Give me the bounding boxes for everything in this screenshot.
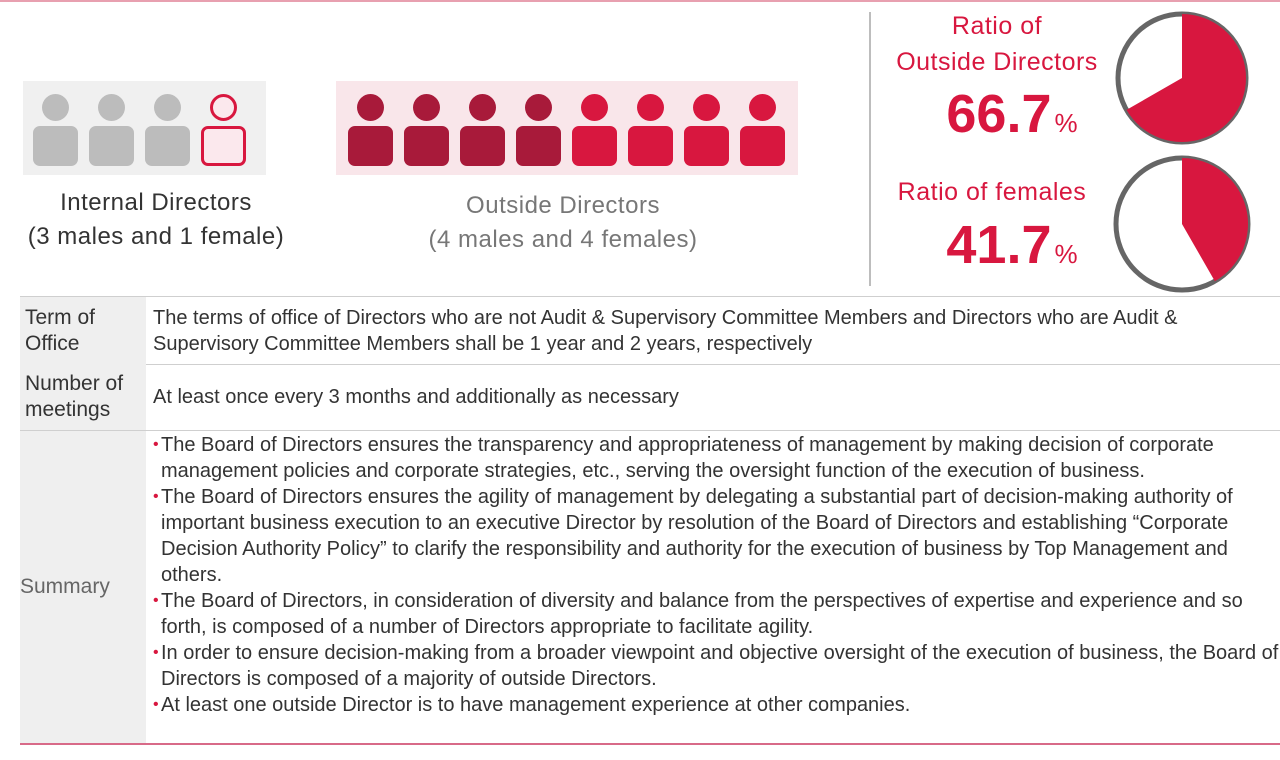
female-ratio-number: 41.7 — [946, 215, 1052, 275]
list-item: • The Board of Directors ensures the agil… — [153, 484, 1280, 588]
female-person-icon — [628, 88, 673, 168]
list-item: • In order to ensure decision-making from… — [153, 640, 1280, 692]
outside-ratio-unit: % — [1054, 108, 1078, 138]
female-ratio-unit: % — [1054, 239, 1078, 269]
outside-ratio-label: Ratio of Outside Directors — [880, 8, 1114, 80]
table-row-meetings: Number of meetings At least once every 3… — [20, 364, 1280, 431]
internal-caption-line2: (3 males and 1 female) — [27, 223, 285, 250]
outside-ratio-label-line1: Ratio of — [951, 12, 1043, 40]
list-item-text: At least one outside Director is to have… — [161, 694, 911, 716]
male-person-icon — [460, 88, 505, 168]
pie-slice — [1182, 158, 1249, 282]
row-header: Summary — [20, 431, 146, 743]
row-header: Number of meetings — [20, 364, 146, 430]
outside-ratio-value: 66.7% — [880, 84, 1144, 144]
list-item: • At least one outside Director is to hav… — [153, 692, 1280, 718]
top-rule — [0, 0, 1280, 2]
male-person-icon — [348, 88, 393, 168]
female-ratio-value: 41.7% — [880, 215, 1144, 275]
term-head-line1: Term of — [25, 305, 96, 329]
female-person-icon — [684, 88, 729, 168]
outside-ratio-number: 66.7 — [946, 84, 1052, 144]
term-text-line2: Supervisory Committee Members shall be 1… — [153, 332, 813, 355]
internal-directors-caption: Internal Directors (3 males and 1 female… — [0, 186, 312, 254]
board-info-table: Term of Office The terms of office of Di… — [20, 296, 1280, 745]
male-person-icon — [89, 88, 134, 168]
list-item-text: The Board of Directors ensures the agili… — [161, 486, 1233, 586]
meetings-head-line2: meetings — [25, 398, 111, 421]
outside-ratio-pie — [1115, 11, 1249, 145]
meetings-text: At least once every 3 months and additio… — [153, 386, 679, 408]
bullet-icon: • — [153, 696, 159, 713]
male-person-icon — [516, 88, 561, 168]
bullet-icon: • — [153, 592, 159, 609]
row-content: The terms of office of Directors who are… — [153, 297, 1280, 364]
outside-ratio-label-line2: Outside Directors — [896, 48, 1098, 76]
table-row-summary: Summary • The Board of Directors ensures … — [20, 431, 1280, 745]
row-header: Term of Office — [20, 297, 146, 364]
outside-directors-caption: Outside Directors (4 males and 4 females… — [392, 189, 734, 257]
internal-directors-pictogram — [23, 81, 266, 175]
term-head-line2: Office — [25, 331, 80, 355]
meetings-head-line1: Number of — [25, 372, 124, 395]
internal-caption-line1: Internal Directors — [60, 189, 252, 216]
female-person-icon — [572, 88, 617, 168]
outside-directors-pictogram — [336, 81, 798, 175]
bullet-icon: • — [153, 644, 159, 661]
pie-slice — [1126, 14, 1247, 142]
row-content: • The Board of Directors ensures the tran… — [153, 431, 1280, 743]
female-person-icon — [201, 88, 246, 168]
male-person-icon — [33, 88, 78, 168]
male-person-icon — [404, 88, 449, 168]
row-content: At least once every 3 months and additio… — [153, 364, 1280, 430]
term-text-line1: The terms of office of Directors who are… — [153, 306, 1178, 329]
list-item-text: In order to ensure decision-making from … — [161, 642, 1279, 690]
female-ratio-label: Ratio of females — [897, 178, 1087, 206]
summary-list: • The Board of Directors ensures the tran… — [153, 432, 1280, 718]
bullet-icon: • — [153, 436, 159, 453]
summary-head: Summary — [20, 575, 110, 598]
list-item: • The Board of Directors, in consideratio… — [153, 588, 1280, 640]
list-item-text: The Board of Directors ensures the trans… — [161, 434, 1214, 482]
list-item-text: The Board of Directors, in consideration… — [161, 590, 1243, 638]
vertical-divider — [869, 12, 871, 286]
table-row-term-of-office: Term of Office The terms of office of Di… — [20, 296, 1280, 365]
female-person-icon — [740, 88, 785, 168]
male-person-icon — [145, 88, 190, 168]
bullet-icon: • — [153, 488, 159, 505]
outside-caption-line2: (4 males and 4 females) — [428, 226, 698, 253]
list-item: • The Board of Directors ensures the tran… — [153, 432, 1280, 484]
female-ratio-pie — [1113, 155, 1251, 293]
outside-caption-line1: Outside Directors — [466, 192, 660, 219]
